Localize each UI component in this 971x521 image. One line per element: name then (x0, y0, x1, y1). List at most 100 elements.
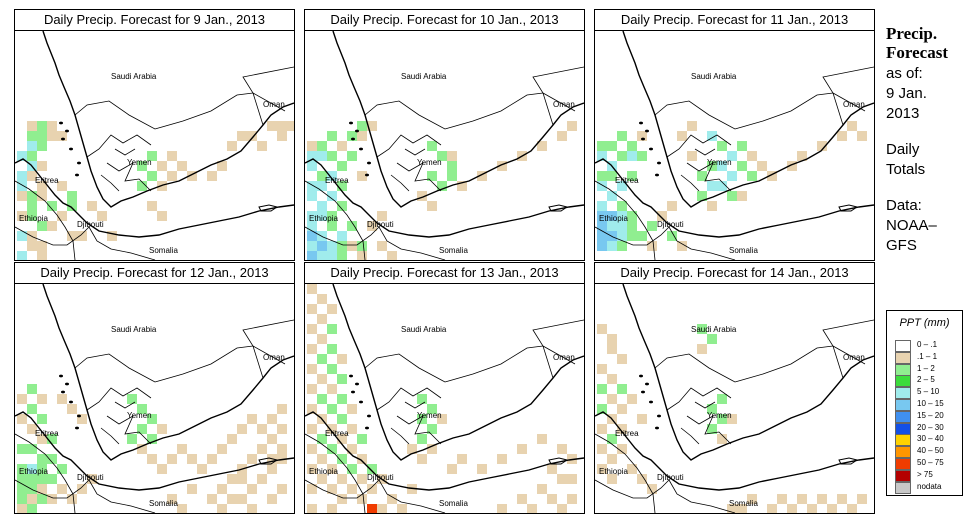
precip-cell (367, 464, 377, 474)
precip-cell (607, 211, 617, 221)
country-label-saudi: Saudi Arabia (401, 325, 447, 334)
precip-cell (337, 141, 347, 151)
precip-cell (327, 344, 337, 354)
precip-cell (337, 161, 347, 171)
precip-cell (237, 424, 247, 434)
precip-cell (827, 504, 837, 513)
precip-cell (617, 404, 627, 414)
island (657, 414, 661, 418)
precip-cell (417, 394, 427, 404)
precip-cell (337, 474, 347, 484)
precip-cell (727, 191, 737, 201)
africa-coastline (595, 158, 874, 238)
precip-cell (317, 151, 327, 161)
precip-cell (157, 211, 167, 221)
forecast-panel-4: Daily Precip. Forecast for 12 Jan., 2013… (14, 262, 295, 514)
precip-cell (627, 231, 637, 241)
forecast-info: Precip. Forecast as of: 9 Jan. 2013 Dail… (886, 24, 970, 256)
precip-cell (27, 424, 37, 434)
country-label-ethiopia: Ethiopia (599, 467, 628, 476)
precip-cell (617, 181, 627, 191)
precip-map-svg: Saudi Arabia Oman Yemen Eritrea Ethiopia Djib… (305, 31, 584, 260)
country-label-eritrea: Eritrea (615, 429, 639, 438)
precip-cell (307, 231, 317, 241)
island (349, 121, 353, 125)
precip-cell (567, 474, 577, 484)
precip-cell (377, 241, 387, 251)
precip-cell (227, 141, 237, 151)
precip-cell (717, 434, 727, 444)
precip-cell (637, 414, 647, 424)
country-label-somalia: Somalia (149, 499, 178, 508)
admin-border (532, 319, 584, 379)
precip-cell (27, 464, 37, 474)
precip-cell (427, 141, 437, 151)
admin-border (390, 401, 426, 445)
island (59, 121, 63, 125)
precip-cell (37, 161, 47, 171)
precip-cell (327, 241, 337, 251)
admin-border (532, 66, 584, 126)
precip-cell (47, 494, 57, 504)
island (351, 137, 355, 141)
asof-date-line2: 2013 (886, 105, 920, 122)
island (61, 137, 65, 141)
precip-cell (217, 444, 227, 454)
admin-border (15, 226, 90, 246)
precip-cell (357, 454, 367, 464)
precip-cell (347, 221, 357, 231)
precip-cell (227, 474, 237, 484)
admin-border (74, 345, 254, 383)
precip-cell (597, 364, 607, 374)
admin-border (242, 66, 294, 126)
country-label-djibouti: Djibouti (657, 220, 684, 229)
precip-cell (197, 464, 207, 474)
country-label-yemen: Yemen (127, 158, 152, 167)
precip-cell (137, 161, 147, 171)
precip-cell (357, 434, 367, 444)
precip-cell (337, 181, 347, 191)
precip-cell (647, 484, 657, 494)
precip-cell (27, 131, 37, 141)
island (355, 382, 359, 386)
island (349, 374, 353, 378)
precip-cell (597, 464, 607, 474)
arabia-coastline (622, 31, 874, 208)
precip-cell (77, 484, 87, 494)
country-label-eritrea: Eritrea (35, 176, 59, 185)
socotra-island (838, 457, 859, 465)
precip-cell (17, 181, 27, 191)
precip-map: Saudi Arabia Oman Yemen Eritrea Ethiopia Djib… (304, 283, 585, 514)
panel-title: Daily Precip. Forecast for 14 Jan., 2013 (594, 262, 875, 284)
precip-cell (617, 151, 627, 161)
precip-cell (477, 464, 487, 474)
country-label-oman: Oman (843, 353, 865, 362)
precip-cell (17, 191, 27, 201)
precip-cell (727, 171, 737, 181)
admin-border (305, 226, 380, 246)
precip-cell (727, 414, 737, 424)
precip-cell (607, 191, 617, 201)
precip-cell (617, 444, 627, 454)
precip-cell (327, 211, 337, 221)
precip-cell (767, 504, 777, 513)
precip-cell (257, 474, 267, 484)
precip-cell (677, 241, 687, 251)
precip-cell (147, 414, 157, 424)
precip-cell (327, 304, 337, 314)
precip-cell (37, 251, 47, 260)
precip-cell (377, 504, 387, 513)
precip-cell (307, 464, 317, 474)
legend-label: 1 – 2 (917, 363, 935, 373)
africa-coastline (595, 411, 874, 491)
data-source-line2: NOAA– (886, 217, 937, 234)
precip-cell (67, 404, 77, 414)
precip-cell (697, 344, 707, 354)
precip-cell (327, 504, 337, 513)
precip-cell (37, 454, 47, 464)
country-label-djibouti: Djibouti (77, 473, 104, 482)
precip-map-svg: Saudi Arabia Oman Yemen Eritrea Ethiopia Djib… (305, 284, 584, 513)
legend-label: > 75 (917, 469, 933, 479)
precip-map-svg: Saudi Arabia Oman Yemen Eritrea Ethiopia Djib… (15, 284, 294, 513)
legend-label: 5 – 10 (917, 387, 940, 397)
